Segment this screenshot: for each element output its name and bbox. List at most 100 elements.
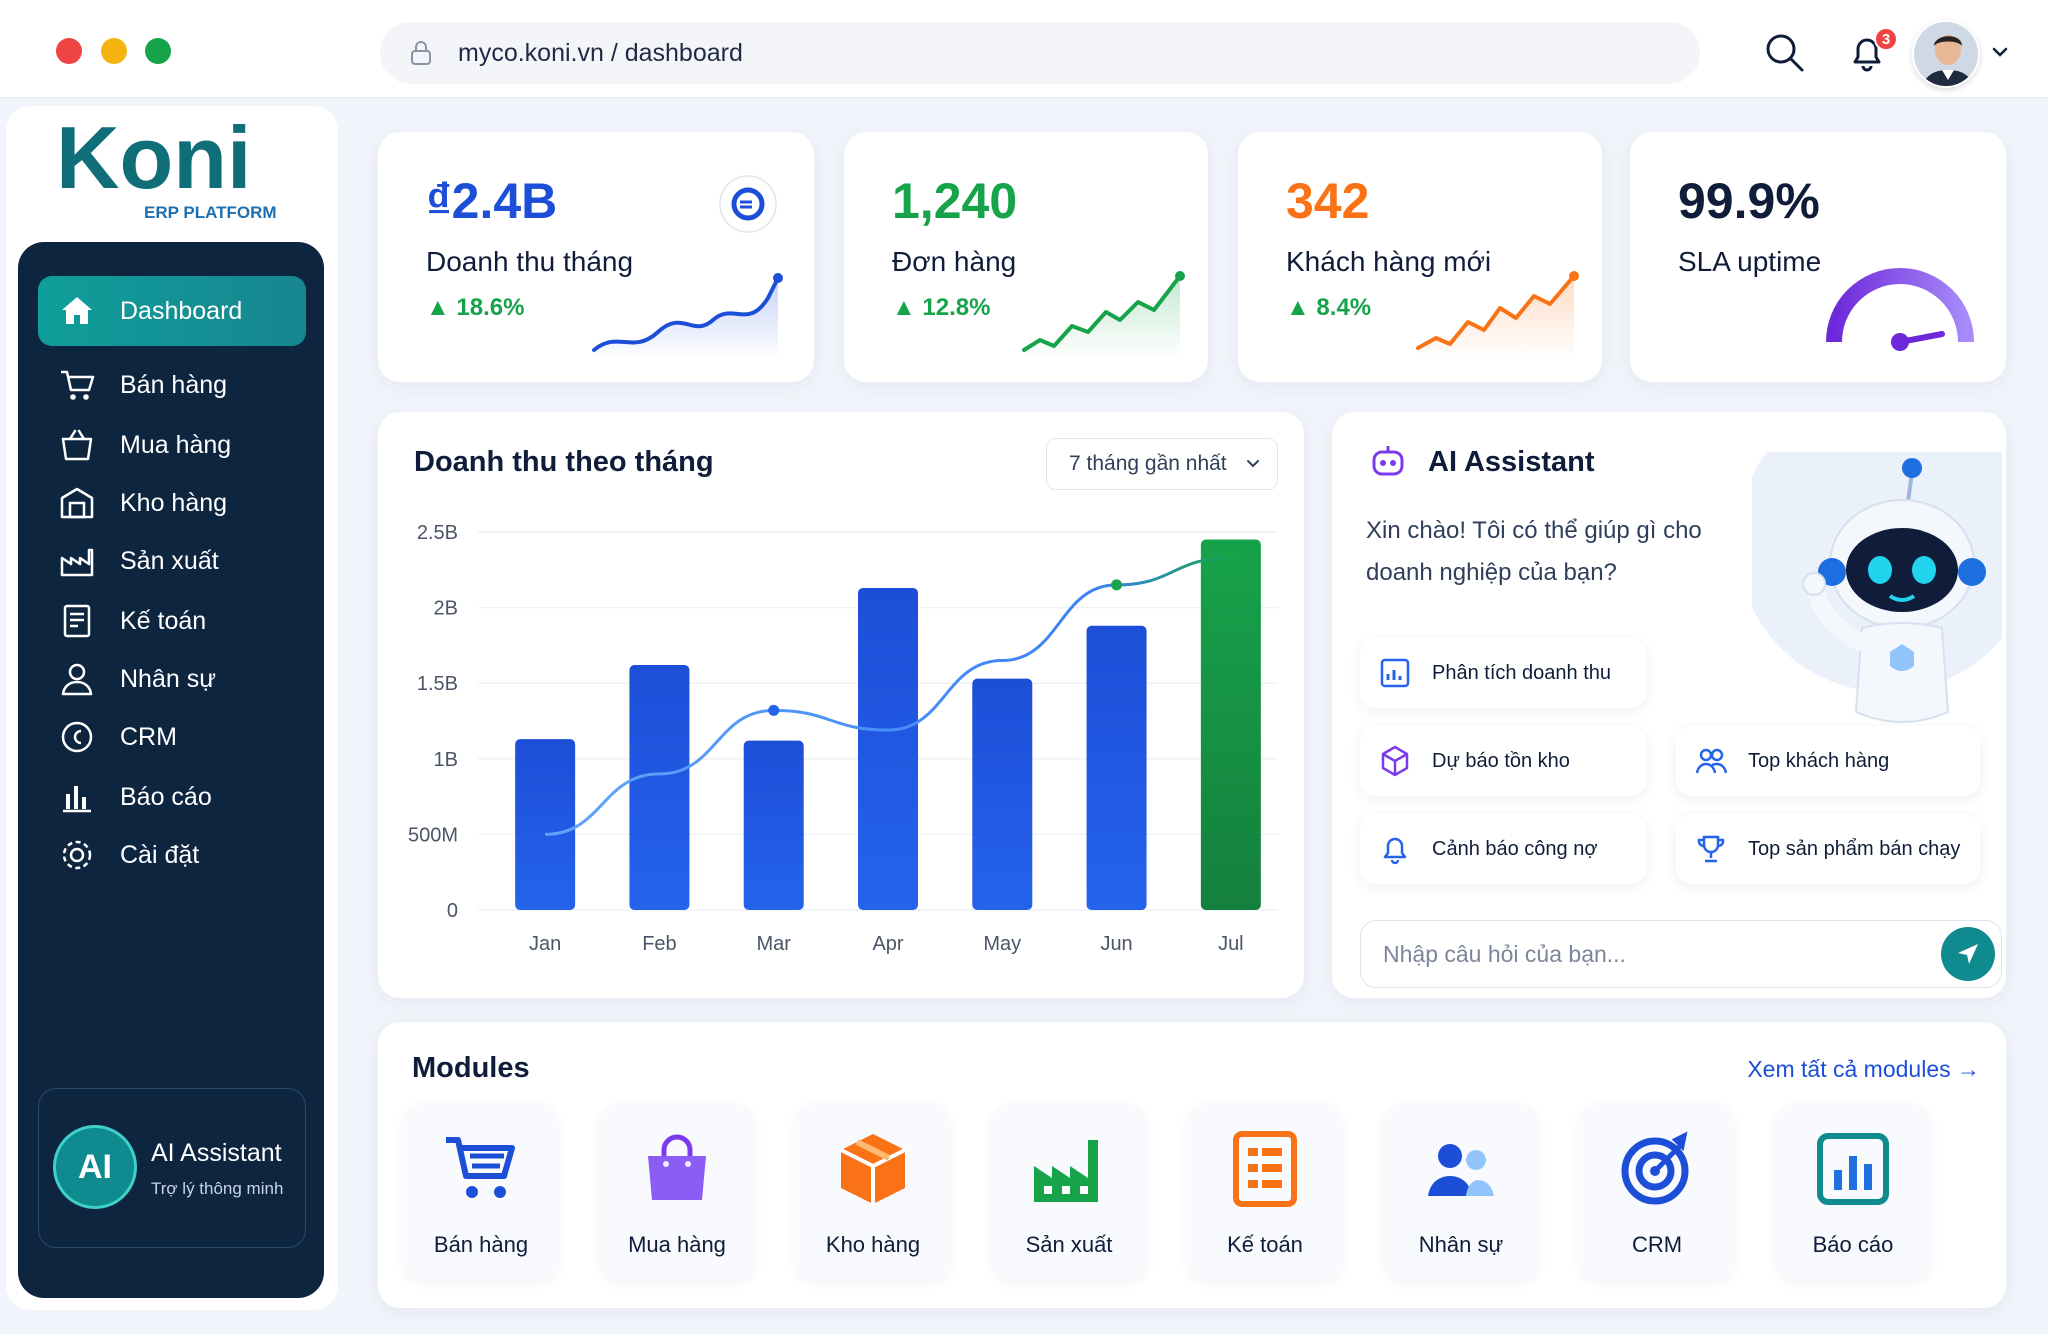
range-select-value: 7 tháng gần nhất (1069, 452, 1227, 475)
bar-jan (515, 739, 576, 910)
sidebar-item-bao-cao[interactable]: Báo cáo (38, 762, 306, 832)
stat-card-sla: 99.9% SLA uptime (1630, 132, 2006, 382)
ai-chip-inventory-forecast[interactable]: Dự báo tồn kho (1360, 726, 1646, 796)
module-ke-toan[interactable]: Kế toán (1188, 1104, 1342, 1280)
cart-icon (446, 1137, 515, 1198)
stat-label: Đơn hàng (892, 246, 1017, 277)
stat-card-new-customers: 342 Khách hàng mới ▲ 8.4% (1238, 132, 1602, 382)
sidebar-item-ke-toan[interactable]: Kế toán (38, 586, 306, 656)
sidebar-item-dashboard[interactable]: Dashboard (38, 276, 306, 346)
view-all-modules-link[interactable]: Xem tất cả modules → (1747, 1056, 1980, 1082)
module-label: Sản xuất (1025, 1232, 1113, 1257)
currency-icon (719, 175, 777, 233)
x-tick-label: Mar (756, 933, 791, 955)
stat-change: ▲ 8.4% (1286, 294, 1372, 321)
trend-point (1225, 552, 1237, 564)
bar-may (972, 678, 1033, 910)
ai-assistant-title: AI Assistant (1428, 445, 1595, 478)
person-icon (61, 663, 93, 696)
ai-chip-revenue-analysis[interactable]: Phân tích doanh thu (1360, 638, 1646, 708)
close-window-button[interactable] (56, 38, 82, 64)
title-bar: myco.koni.vn / dashboard 3 (0, 0, 2048, 98)
bar-jun (1086, 625, 1147, 910)
factory-icon (1034, 1140, 1098, 1202)
shopping-bag-icon (648, 1134, 706, 1200)
sidebar-item-nhan-su[interactable]: Nhân sự (38, 644, 306, 714)
basket-icon (61, 429, 93, 461)
bar-feb (629, 665, 690, 910)
ai-question-input[interactable]: Nhập câu hỏi của bạn... (1360, 920, 2002, 988)
address-bar[interactable]: myco.koni.vn / dashboard (380, 22, 1700, 84)
ai-question-placeholder: Nhập câu hỏi của bạn... (1383, 940, 1626, 967)
stat-label: SLA uptime (1678, 246, 1822, 277)
ai-greeting: Xin chào! Tôi có thể giúp gì cho doanh n… (1366, 517, 1702, 586)
stat-change: ▲ 18.6% (426, 294, 525, 321)
bell-icon[interactable] (1845, 30, 1889, 74)
sidebar-item-cai-dat[interactable]: Cài đặt (38, 820, 306, 890)
notification-badge: 3 (1874, 27, 1898, 51)
y-tick-label: 500M (408, 824, 458, 846)
range-select[interactable]: 7 tháng gần nhất (1046, 438, 1278, 490)
chip-label: Top sản phẩm bán chạy (1748, 837, 1961, 860)
module-san-xuat[interactable]: Sản xuất (992, 1104, 1146, 1280)
sidebar-item-label: Sản xuất (120, 546, 219, 575)
module-label: Kho hàng (825, 1232, 921, 1257)
chip-label: Dự báo tồn kho (1432, 749, 1570, 772)
sidebar-item-kho-hang[interactable]: Kho hàng (38, 468, 306, 538)
search-icon[interactable] (1762, 30, 1806, 74)
x-tick-label: Jun (1100, 933, 1132, 955)
robot-icon (1372, 446, 1404, 476)
chart-x-labels: Jan Feb Mar Apr May Jun Jul (529, 933, 1244, 955)
ai-chip-top-products[interactable]: Top sản phẩm bán chạy (1676, 814, 1980, 884)
minimize-window-button[interactable] (101, 38, 127, 64)
chevron-down-icon (1247, 460, 1259, 468)
avatar[interactable] (1912, 20, 1980, 88)
y-tick-label: 2B (434, 598, 458, 620)
people-icon (1428, 1144, 1494, 1196)
module-label: Bán hàng (433, 1232, 529, 1257)
module-kho-hang[interactable]: Kho hàng (796, 1104, 950, 1280)
sidebar-item-crm[interactable]: CRM (38, 702, 306, 772)
chip-label: Top khách hàng (1748, 749, 1890, 772)
module-nhan-su[interactable]: Nhân sự (1384, 1104, 1538, 1280)
revenue-sparkline (592, 273, 783, 360)
revenue-chart-card: Doanh thu theo tháng 7 tháng gần nhất Ja… (378, 412, 1304, 998)
module-crm[interactable]: CRM (1580, 1104, 1734, 1280)
maximize-window-button[interactable] (145, 38, 171, 64)
target-icon (1621, 1131, 1689, 1205)
bar-apr (858, 587, 918, 910)
sidebar-item-label: CRM (120, 722, 177, 751)
ai-assistant-shortcut[interactable]: AI AI Assistant Trợ lý thông minh (38, 1088, 306, 1248)
ledger-icon (63, 604, 91, 638)
chart-title: Doanh thu theo tháng (414, 446, 714, 478)
robot-mascot (1752, 452, 2002, 723)
ai-chip-top-customers[interactable]: Top khách hàng (1676, 726, 1980, 796)
cube-icon (1381, 745, 1409, 777)
module-ban-hang[interactable]: Bán hàng (404, 1104, 558, 1280)
chart-trend-line (545, 552, 1237, 836)
warehouse-icon (60, 487, 94, 519)
stat-card-revenue: ₫2.4B Doanh thu tháng ▲ 18.6% (378, 132, 814, 382)
module-mua-hang[interactable]: Mua hàng (600, 1104, 754, 1280)
sidebar-item-label: Dashboard (120, 296, 243, 325)
modules-title: Modules (412, 1052, 530, 1084)
module-label: CRM (1631, 1232, 1683, 1257)
sidebar-item-mua-hang[interactable]: Mua hàng (38, 410, 306, 480)
ai-chip-debt-alert[interactable]: Cảnh báo công nợ (1360, 814, 1646, 884)
chevron-down-icon[interactable] (1990, 44, 2010, 60)
sidebar-item-label: Kho hàng (120, 488, 228, 517)
stat-label: Doanh thu tháng (426, 246, 634, 277)
module-bao-cao[interactable]: Báo cáo (1776, 1104, 1930, 1280)
sidebar-item-label: Mua hàng (120, 430, 232, 459)
stat-label: Khách hàng mới (1286, 246, 1492, 277)
stat-value: ₫2.4B (426, 173, 558, 229)
sla-gauge (1826, 268, 1974, 351)
sidebar-item-san-xuat[interactable]: Sản xuất (38, 526, 306, 596)
stat-change: ▲ 12.8% (892, 294, 991, 321)
modules-card: Modules Xem tất cả modules → Bán hàng Mu… (378, 1022, 2006, 1308)
sidebar-item-label: Bán hàng (120, 370, 228, 399)
send-button[interactable] (1941, 927, 1995, 981)
sidebar-item-ban-hang[interactable]: Bán hàng (38, 350, 306, 420)
x-tick-label: Apr (872, 933, 903, 955)
